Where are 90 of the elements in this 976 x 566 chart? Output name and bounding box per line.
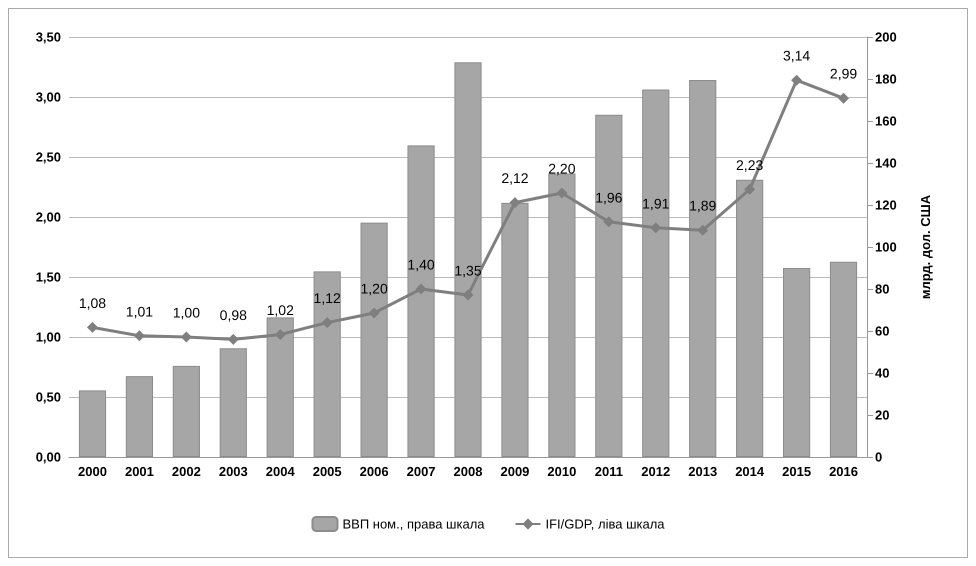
x-tick-label: 2010 — [547, 464, 576, 479]
bar — [407, 145, 435, 457]
y2-axis-title: млрд. дол. США — [918, 194, 933, 300]
point — [744, 184, 756, 195]
bar — [454, 62, 482, 457]
bar — [314, 271, 341, 457]
data-label: 2,12 — [501, 170, 529, 186]
x-tick-label: 2012 — [641, 464, 670, 479]
y2-tick-label: 20 — [875, 408, 890, 422]
bar — [266, 317, 294, 457]
legend-label: ВВП ном., права шкала — [342, 516, 486, 532]
point — [838, 92, 850, 104]
x-tick-label: 2006 — [360, 464, 389, 479]
data-label: 1,20 — [360, 280, 388, 296]
data-label: 1,00 — [172, 304, 200, 320]
data-label: 0,98 — [220, 306, 248, 323]
y-tick-label: 1,50 — [36, 270, 61, 284]
x-tick-label: 2001 — [124, 464, 154, 479]
y2-tick-label: 80 — [875, 282, 890, 296]
data-label: 1,08 — [78, 294, 106, 311]
bar — [501, 202, 529, 457]
point — [134, 330, 145, 342]
y-tick-label: 1,00 — [36, 330, 61, 344]
point — [180, 332, 192, 342]
y-tick-label: 2,50 — [36, 150, 61, 164]
x-tick-label: 2000 — [78, 464, 107, 479]
point — [791, 74, 802, 86]
y-tick-label: 3,00 — [36, 90, 61, 104]
bar — [689, 80, 716, 457]
x-tick-label: 2005 — [312, 464, 342, 479]
bar — [830, 262, 858, 457]
bar — [360, 222, 388, 457]
y-tick-label: 0,00 — [36, 450, 61, 464]
point — [274, 329, 286, 340]
point — [650, 222, 662, 234]
x-tick-label: 2011 — [594, 464, 623, 479]
data-label: 1,35 — [454, 262, 482, 278]
point — [228, 334, 239, 345]
bar — [78, 390, 106, 457]
bar — [642, 90, 670, 457]
y2-tick-label: 0 — [875, 450, 882, 464]
point — [697, 224, 708, 236]
data-label: 2,99 — [830, 66, 858, 82]
bar — [595, 114, 622, 457]
data-label: 3,14 — [782, 48, 810, 64]
data-label: 1,96 — [595, 189, 623, 206]
y2-tick-label: 120 — [875, 198, 897, 212]
x-tick-label: 2003 — [218, 464, 248, 479]
x-tick-label: 2007 — [406, 464, 436, 479]
point — [322, 317, 333, 328]
point — [86, 322, 98, 333]
x-tick-label: 2015 — [782, 464, 812, 479]
x-tick-label: 2002 — [172, 464, 201, 479]
y-tick-label: 2,00 — [36, 210, 61, 224]
x-tick-label: 2008 — [454, 464, 482, 479]
y-tick-label: 3,50 — [36, 30, 61, 44]
bar — [220, 348, 247, 457]
y2-tick-label: 180 — [875, 72, 897, 86]
point — [509, 197, 520, 208]
x-tick-label: 2013 — [688, 464, 718, 479]
point — [603, 216, 614, 228]
point — [368, 308, 380, 318]
bar — [782, 268, 810, 457]
data-label: 1,89 — [689, 198, 717, 214]
x-tick-label: 2014 — [735, 464, 765, 479]
bar — [172, 366, 200, 457]
data-label: 2,20 — [548, 160, 576, 176]
y2-tick-label: 40 — [875, 366, 890, 380]
y2-tick-label: 160 — [875, 114, 897, 128]
legend-label: IFI/GDP, ліва шкала — [546, 516, 666, 532]
x-tick-label: 2009 — [500, 464, 530, 479]
y2-tick-label: 60 — [875, 324, 890, 338]
y-tick-label: 0,50 — [36, 390, 61, 404]
data-label: 1,12 — [314, 290, 342, 306]
data-label: 1,91 — [642, 195, 670, 212]
data-label: 1,01 — [126, 303, 154, 320]
y2-tick-label: 140 — [875, 156, 897, 170]
data-label: 1,02 — [266, 302, 294, 318]
bar — [548, 174, 576, 457]
point — [556, 188, 568, 198]
y2-tick-label: 100 — [875, 240, 897, 254]
data-label: 1,40 — [407, 256, 435, 272]
point — [462, 290, 474, 300]
bar — [126, 376, 154, 457]
x-tick-label: 2004 — [266, 464, 296, 479]
point — [416, 284, 427, 294]
bar — [736, 180, 764, 457]
data-label: 2,23 — [736, 156, 764, 173]
x-tick-label: 2016 — [829, 464, 858, 479]
y2-tick-label: 200 — [875, 30, 897, 44]
